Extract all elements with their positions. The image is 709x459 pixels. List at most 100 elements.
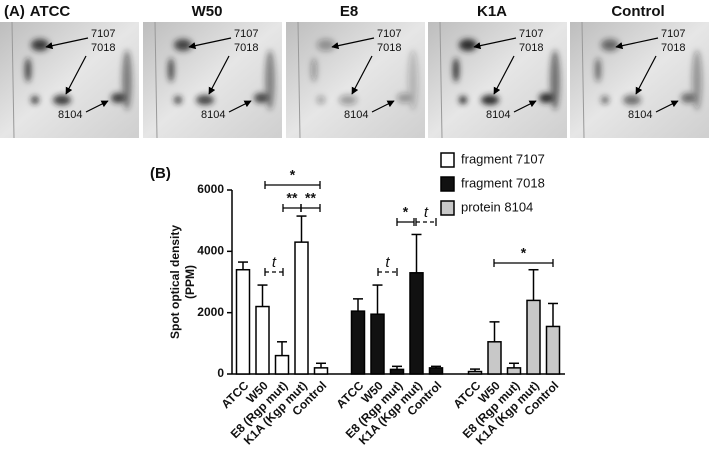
gel-spots: [25, 39, 132, 110]
spot: [692, 50, 702, 110]
arrow: [351, 55, 373, 95]
gel-spots: [453, 39, 560, 110]
spot: [601, 39, 619, 51]
bar: [294, 241, 309, 375]
spot: [539, 93, 553, 103]
bar: [487, 341, 502, 375]
spot: [481, 95, 499, 105]
legend-label: fragment 7107: [461, 151, 545, 166]
significance: t: [424, 204, 429, 221]
legend-swatch: [440, 152, 455, 168]
arrow: [513, 100, 537, 113]
bar: [409, 272, 424, 375]
significance: t: [272, 254, 277, 271]
lane-edge: [581, 21, 585, 139]
spot: [681, 93, 695, 103]
spot: [265, 50, 275, 110]
gel-image: [286, 22, 425, 138]
y-tick-label: 2000: [197, 305, 224, 319]
lane-edge: [439, 21, 443, 139]
spot: [459, 96, 467, 104]
lane-title: Control: [611, 3, 664, 20]
spot-label: 7018: [91, 42, 115, 54]
arrow: [85, 100, 109, 113]
spot: [550, 50, 560, 110]
spot: [174, 96, 182, 104]
spot: [174, 39, 192, 51]
spot: [31, 39, 49, 51]
bar: [235, 268, 251, 375]
significance: **: [287, 190, 298, 206]
arrow: [331, 37, 375, 50]
gel-image: [0, 22, 139, 138]
y-tick-label: 6000: [197, 182, 224, 196]
y-tick-label: 0: [217, 366, 224, 380]
gel-image: [143, 22, 282, 138]
bar: [526, 299, 541, 375]
gel-spots: [595, 39, 702, 110]
significance: *: [521, 245, 527, 261]
legend-label: fragment 7018: [461, 175, 545, 190]
panel-label: (B): [150, 165, 171, 182]
spot: [459, 39, 477, 51]
spot: [311, 58, 317, 82]
lane-edge: [154, 21, 158, 139]
arrow: [615, 37, 659, 50]
spot: [623, 95, 641, 105]
spot-label: 7018: [234, 42, 258, 54]
spot: [317, 39, 335, 51]
legend-label: protein 8104: [461, 199, 533, 214]
significance: t: [385, 254, 390, 271]
gel-image: [428, 22, 567, 138]
bar: [389, 368, 405, 375]
spot-label: 8104: [58, 109, 82, 121]
lane-title: ATCC: [30, 3, 71, 20]
arrow: [65, 55, 87, 95]
lane-title: W50: [192, 3, 223, 20]
y-tick-label: 4000: [197, 244, 224, 258]
spot: [317, 96, 325, 104]
significance: *: [403, 204, 409, 220]
spot: [595, 58, 601, 82]
spot-label: 8104: [344, 109, 368, 121]
bar: [255, 305, 270, 375]
spot-label: 7018: [519, 42, 543, 54]
bar: [467, 370, 483, 375]
lane-edge: [11, 21, 15, 139]
spot-label: 7107: [234, 28, 258, 40]
spot-label: 8104: [628, 109, 652, 121]
arrow: [45, 37, 89, 50]
bar: [370, 313, 385, 375]
spot: [339, 95, 357, 105]
bar: [350, 310, 366, 375]
spot: [122, 50, 132, 110]
spot: [168, 58, 174, 82]
bar: [274, 354, 290, 375]
bar: [313, 367, 329, 375]
arrow: [188, 37, 232, 50]
bar: [545, 325, 561, 375]
spot-label: 7018: [377, 42, 401, 54]
y-axis-label: (PPM): [183, 265, 197, 299]
spot: [254, 93, 268, 103]
arrow: [473, 37, 517, 50]
y-axis-label: Spot optical density: [168, 225, 182, 339]
spot-label: 8104: [486, 109, 510, 121]
gel-spots: [168, 39, 275, 110]
spot: [397, 93, 411, 103]
lane-edge: [297, 21, 301, 139]
spot-label: 7018: [661, 42, 685, 54]
spot-label: 7107: [377, 28, 401, 40]
spot-label: 8104: [201, 109, 225, 121]
arrow: [493, 55, 515, 95]
spot: [601, 96, 609, 104]
arrow: [228, 100, 252, 113]
spot-label: 7107: [91, 28, 115, 40]
spot-label: 7107: [661, 28, 685, 40]
spot: [111, 93, 125, 103]
arrow: [208, 55, 230, 95]
lane-title: E8: [340, 3, 358, 20]
legend-swatch: [440, 200, 455, 216]
legend-swatch: [440, 176, 455, 192]
